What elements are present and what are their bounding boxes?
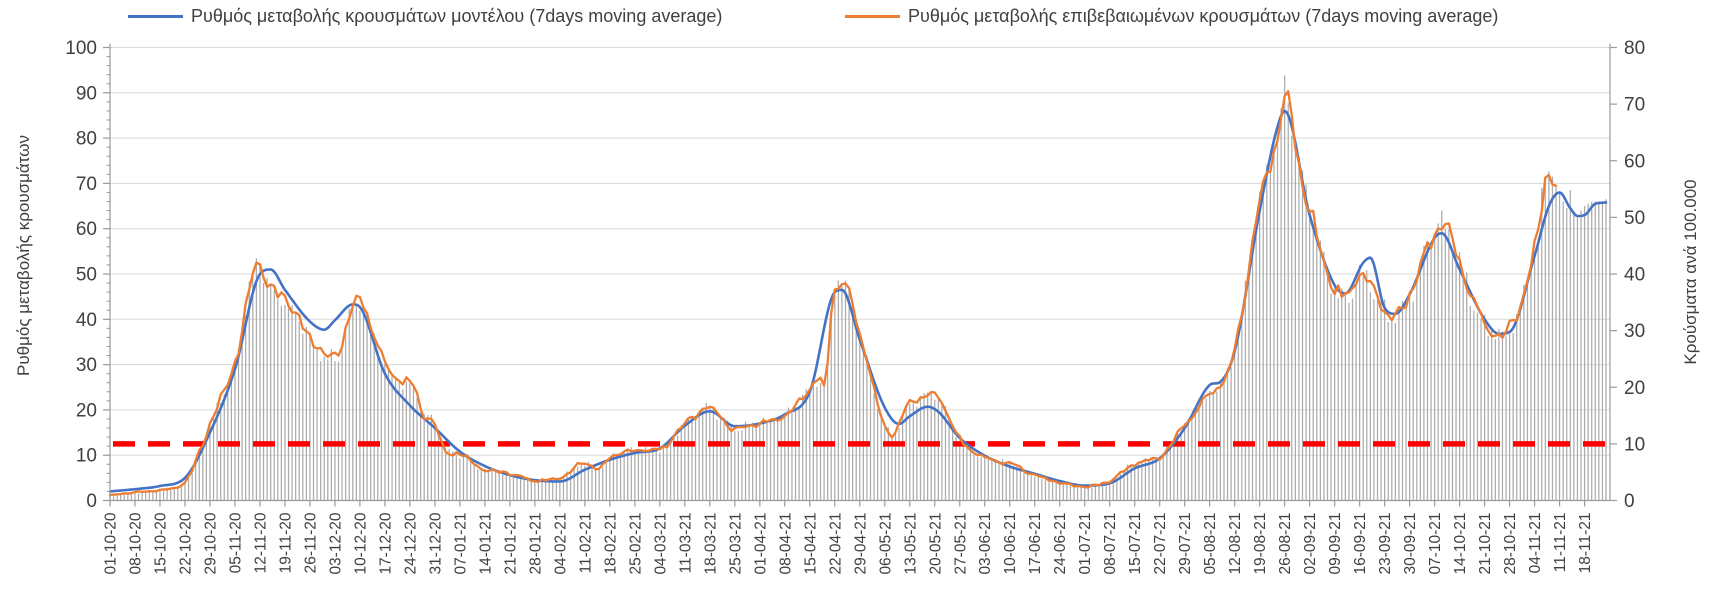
x-tick-label: 25-03-21 <box>727 513 744 575</box>
x-tick-label: 28-10-21 <box>1502 513 1519 575</box>
x-tick-label: 18-03-21 <box>702 513 719 575</box>
y-left-tick-label: 20 <box>76 400 97 421</box>
y-left-tick-label: 50 <box>76 265 97 286</box>
x-tick-label: 20-05-21 <box>927 513 944 575</box>
legend-label-confirmed: Ρυθμός μεταβολής επιβεβαιωμένων κρουσμάτ… <box>908 6 1499 26</box>
x-tick-label: 14-01-21 <box>477 513 494 575</box>
x-tick-label: 07-01-21 <box>452 513 469 575</box>
y-right-tick-label: 0 <box>1624 491 1635 512</box>
y-left-tick-label: 0 <box>86 491 97 512</box>
y-left-tick-label: 10 <box>76 446 97 467</box>
x-tick-label: 15-04-21 <box>802 513 819 575</box>
left-axis-title: Ρυθμός μεταβολής κρουσμάτων <box>14 135 33 376</box>
right-axis-title: Κρούσματα ανά 100.000 <box>1681 179 1700 365</box>
x-tick-label: 08-10-20 <box>127 512 144 574</box>
y-right-tick-label: 40 <box>1624 265 1645 286</box>
x-tick-label: 29-07-21 <box>1177 513 1194 575</box>
x-tick-label: 08-07-21 <box>1102 513 1119 575</box>
x-tick-label: 01-07-21 <box>1077 513 1094 575</box>
y-left-tick-label: 60 <box>76 219 97 240</box>
x-tick-label: 28-01-21 <box>527 513 544 575</box>
x-tick-label: 30-09-21 <box>1402 513 1419 575</box>
y-left-tick-label: 30 <box>76 355 97 376</box>
x-tick-label: 06-05-21 <box>877 513 894 575</box>
x-tick-label: 17-06-21 <box>1027 513 1044 575</box>
x-tick-label: 26-08-21 <box>1277 513 1294 575</box>
x-tick-label: 17-12-20 <box>377 512 394 574</box>
x-tick-label: 25-02-21 <box>627 513 644 575</box>
y-right-tick-label: 50 <box>1624 208 1645 229</box>
x-tick-label: 16-09-21 <box>1352 513 1369 575</box>
x-tick-label: 04-03-21 <box>652 513 669 575</box>
x-tick-label: 21-10-21 <box>1477 513 1494 575</box>
x-tick-label: 05-08-21 <box>1202 513 1219 575</box>
y-right-tick-label: 60 <box>1624 151 1645 172</box>
x-tick-label: 10-06-21 <box>1002 512 1019 574</box>
x-tick-label: 22-10-20 <box>177 512 194 574</box>
x-tick-label: 09-09-21 <box>1327 513 1344 575</box>
confirmed-line <box>108 90 1558 497</box>
x-tick-label: 12-11-20 <box>252 512 269 573</box>
x-tick-label: 07-10-21 <box>1427 513 1444 575</box>
x-axis: 01-10-20 08-10-20 15-10-20 22-10-20 29-10-20… <box>103 499 1610 575</box>
x-tick-label: 18-02-21 <box>602 513 619 575</box>
y-axis-right: 0 10 20 30 40 50 60 70 80 <box>1609 38 1645 512</box>
x-tick-label: 19-08-21 <box>1252 513 1269 575</box>
x-tick-label: 15-07-21 <box>1127 513 1144 575</box>
y-right-tick-label: 20 <box>1624 378 1645 399</box>
y-axis-left: 0 10 20 30 40 50 60 70 80 90 100 <box>65 38 111 512</box>
legend-item-model: Ρυθμός μεταβολής κρουσμάτων μοντέλου (7d… <box>128 6 722 27</box>
x-tick-label: 10-12-20 <box>352 512 369 574</box>
x-tick-label: 08-04-21 <box>777 513 794 575</box>
x-tick-label: 24-06-21 <box>1052 513 1069 575</box>
x-tick-label: 11-03-21 <box>677 513 694 574</box>
x-tick-label: 19-11-20 <box>277 512 294 573</box>
x-tick-label: 23-09-21 <box>1377 513 1394 575</box>
x-tick-label: 04-02-21 <box>552 513 569 575</box>
x-tick-label: 22-07-21 <box>1152 513 1169 575</box>
x-tick-label: 29-10-20 <box>202 512 219 574</box>
model-line <box>108 109 1608 493</box>
x-tick-label: 05-11-20 <box>227 512 244 573</box>
x-tick-label: 21-01-21 <box>502 513 519 575</box>
bars-series <box>109 75 1607 501</box>
x-tick-label: 15-10-20 <box>152 512 169 574</box>
x-tick-label: 01-10-20 <box>103 512 120 574</box>
y-right-tick-label: 70 <box>1624 95 1645 116</box>
confirmed-line-swatch-icon <box>845 15 900 18</box>
x-tick-label: 03-06-21 <box>977 513 994 575</box>
y-right-tick-label: 80 <box>1624 38 1645 59</box>
y-right-tick-label: 10 <box>1624 434 1645 455</box>
x-tick-label: 24-12-20 <box>402 512 419 574</box>
y-left-tick-label: 70 <box>76 174 97 195</box>
x-tick-label: 22-04-21 <box>827 513 844 575</box>
x-tick-label: 01-04-21 <box>752 513 769 575</box>
x-tick-label: 18-11-21 <box>1577 513 1594 574</box>
x-tick-label: 29-04-21 <box>852 513 869 575</box>
x-tick-label: 12-08-21 <box>1227 513 1244 575</box>
x-tick-label: 03-12-20 <box>327 512 344 574</box>
y-left-tick-label: 40 <box>76 310 97 331</box>
x-tick-label: 14-10-21 <box>1452 513 1469 575</box>
y-right-tick-label: 30 <box>1624 321 1645 342</box>
legend-item-confirmed: Ρυθμός μεταβολής επιβεβαιωμένων κρουσμάτ… <box>845 6 1498 27</box>
model-line-swatch-icon <box>128 15 183 18</box>
x-tick-label: 31-12-20 <box>427 512 444 574</box>
x-tick-label: 11-02-21 <box>577 513 594 574</box>
y-left-tick-label: 100 <box>65 38 97 59</box>
y-left-tick-label: 80 <box>76 129 97 150</box>
legend-label-model: Ρυθμός μεταβολής κρουσμάτων μοντέλου (7d… <box>191 6 723 26</box>
x-tick-label: 13-05-21 <box>902 513 919 575</box>
y-left-tick-label: 90 <box>76 83 97 104</box>
x-tick-label: 04-11-21 <box>1527 513 1544 574</box>
x-tick-label: 27-05-21 <box>952 513 969 575</box>
x-tick-label: 02-09-21 <box>1302 513 1319 575</box>
x-tick-label: 11-11-21 <box>1552 513 1569 573</box>
x-tick-label: 26-11-20 <box>302 512 319 573</box>
